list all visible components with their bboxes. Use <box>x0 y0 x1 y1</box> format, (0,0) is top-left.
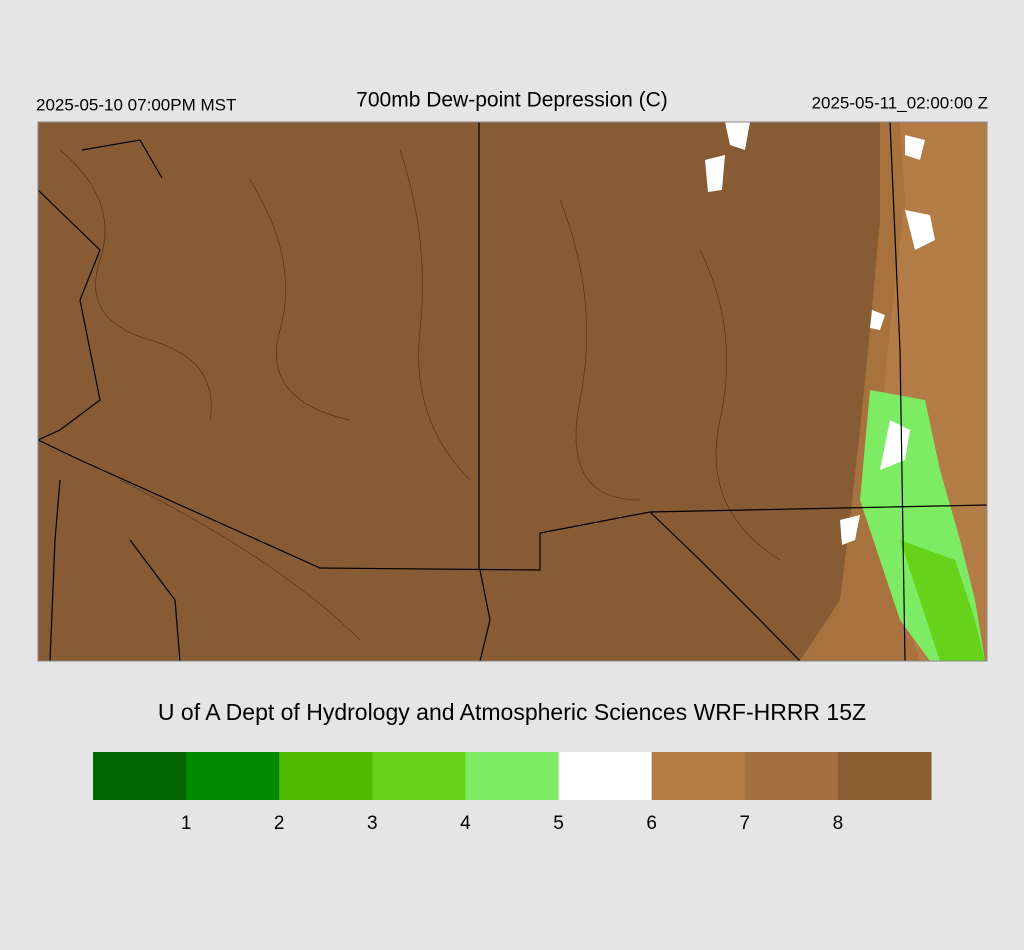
moist-region <box>900 540 985 661</box>
colorbar-box <box>93 752 187 800</box>
colorbar-label: 2 <box>274 813 285 834</box>
colorbar-label: 1 <box>181 813 192 834</box>
colorbar-label: 7 <box>739 813 750 834</box>
colorbar-box <box>651 752 746 800</box>
colorbar-box <box>186 752 280 800</box>
moist-region <box>840 135 935 545</box>
colorbar-label: 5 <box>553 813 564 834</box>
map-frame <box>37 121 988 662</box>
valid-local: 2025-05-10 07:00PM MST <box>36 95 236 114</box>
colorbar-label: 6 <box>646 813 657 834</box>
colorbar-box <box>372 752 466 800</box>
title: 700mb Dew-point Depression (C) <box>356 89 668 112</box>
colorbar-box <box>837 752 932 800</box>
colorbar-label: 3 <box>367 813 378 834</box>
credit: U of A Dept of Hydrology and Atmospheric… <box>158 699 866 725</box>
moist-region <box>705 122 750 192</box>
colorbar-label: 4 <box>460 813 471 834</box>
colorbar-box <box>279 752 373 800</box>
colorbar-box <box>558 752 653 800</box>
colorbar-box <box>465 752 560 800</box>
colorbar: 1 2 3 4 5 6 7 8 <box>93 752 932 834</box>
colorbar-label: 8 <box>833 813 844 834</box>
map <box>37 121 988 662</box>
valid-utc: 2025-05-11_02:00:00 Z <box>812 93 988 112</box>
contour <box>59 149 781 641</box>
map-field <box>38 122 987 661</box>
colorbar-box <box>744 752 839 800</box>
border <box>37 121 988 662</box>
